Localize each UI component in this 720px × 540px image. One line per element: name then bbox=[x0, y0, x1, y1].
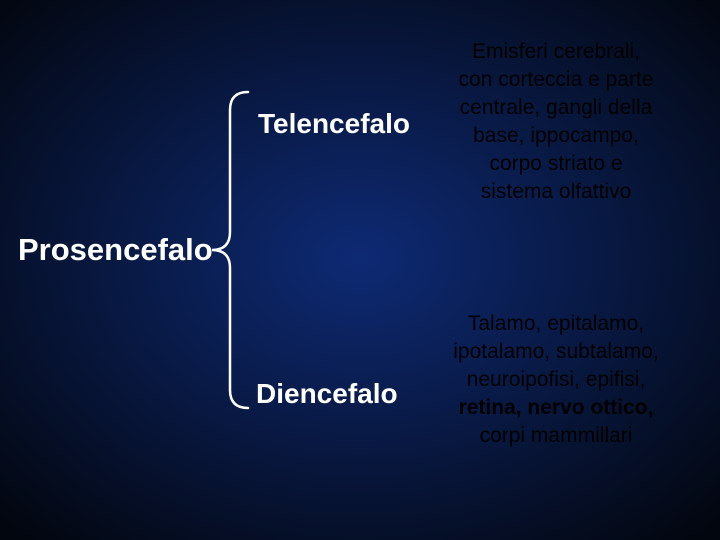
curly-brace bbox=[210, 90, 250, 410]
desc-line: retina, nervo ottico, bbox=[424, 394, 688, 422]
desc-line: centrale, gangli della bbox=[432, 94, 680, 122]
root-label: Prosencefalo bbox=[18, 232, 213, 268]
branch-desc-diencefalo: Talamo, epitalamo,ipotalamo, subtalamo,n… bbox=[424, 310, 688, 450]
desc-line: ipotalamo, subtalamo, bbox=[424, 338, 688, 366]
desc-line: corpi mammillari bbox=[424, 422, 688, 450]
desc-line: base, ippocampo, bbox=[432, 122, 680, 150]
desc-line: con corteccia e parte bbox=[432, 66, 680, 94]
branch-label-diencefalo: Diencefalo bbox=[256, 378, 398, 410]
desc-line: sistema olfattivo bbox=[432, 178, 680, 206]
desc-line: neuroipofisi, epifisi, bbox=[424, 366, 688, 394]
desc-line: corpo striato e bbox=[432, 150, 680, 178]
slide: Prosencefalo Telencefalo Emisferi cerebr… bbox=[0, 0, 720, 540]
desc-line: Emisferi cerebrali, bbox=[432, 38, 680, 66]
branch-label-telencefalo: Telencefalo bbox=[258, 108, 410, 140]
branch-desc-telencefalo: Emisferi cerebrali,con corteccia e parte… bbox=[432, 38, 680, 206]
desc-line: Talamo, epitalamo, bbox=[424, 310, 688, 338]
